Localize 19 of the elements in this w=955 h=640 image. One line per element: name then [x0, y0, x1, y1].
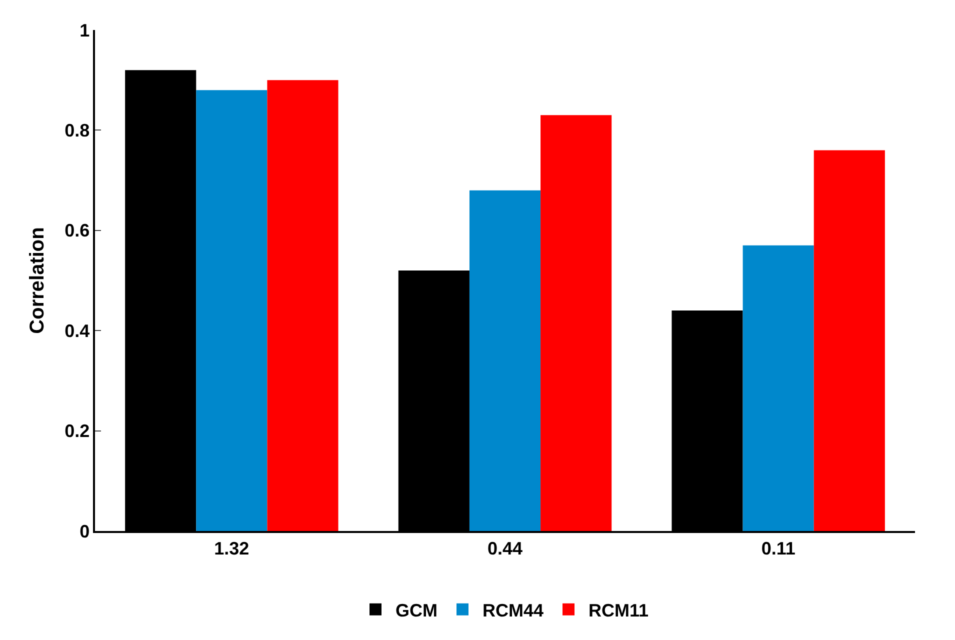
- bar: [814, 150, 885, 531]
- legend-label: RCM44: [482, 600, 544, 620]
- bar: [267, 80, 338, 531]
- y-tick-label: 0.4: [64, 320, 90, 341]
- y-tick-label: 1: [80, 20, 90, 40]
- x-tick-label: 0.44: [487, 538, 523, 558]
- y-tick-label: 0: [80, 521, 90, 542]
- x-tick-label: 0.11: [761, 538, 796, 558]
- bar: [742, 245, 814, 531]
- bar: [196, 90, 268, 531]
- y-tick-label: 0.8: [64, 120, 90, 140]
- bar: [469, 190, 541, 531]
- y-tick-label: 0.6: [64, 220, 90, 241]
- y-axis-title: Correlation: [26, 227, 49, 334]
- legend-label: RCM11: [588, 600, 649, 620]
- y-tick-label: 0.2: [64, 421, 90, 442]
- x-tick-label: 1.32: [214, 538, 250, 558]
- legend-label: GCM: [396, 600, 438, 620]
- bar: [540, 115, 612, 531]
